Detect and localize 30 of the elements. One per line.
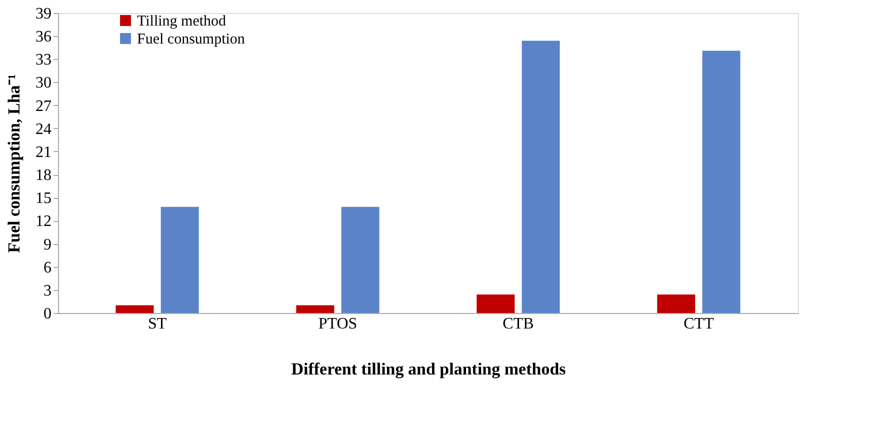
bar (476, 294, 515, 313)
y-tick-label: 0 (44, 306, 52, 322)
y-tick-label: 9 (44, 236, 52, 254)
y-tick-label: 18 (36, 167, 52, 184)
y-tick-label: 36 (36, 28, 52, 46)
y-tick-label: 39 (36, 6, 52, 22)
y-tick-label: 3 (44, 282, 52, 300)
x-tick-label: CTB (502, 316, 534, 332)
y-tick-label: 24 (36, 120, 52, 138)
y-tick-label: 21 (36, 144, 52, 161)
bar (702, 50, 740, 313)
y-tick-label: 15 (36, 190, 52, 208)
bar (522, 40, 560, 313)
y-axis-title: Fuel consumption, Lha⁻¹ (4, 74, 24, 253)
bar (116, 305, 154, 313)
y-tick-label: 33 (36, 52, 52, 69)
y-tick-label: 12 (36, 213, 52, 230)
bar (657, 294, 696, 313)
legend-label: Tilling method (137, 14, 227, 30)
bar (296, 305, 334, 313)
bar (160, 206, 199, 313)
legend-label: Fuel consumption (137, 32, 246, 48)
x-tick-label: ST (148, 316, 167, 332)
y-tick-label: 27 (36, 98, 52, 115)
x-axis-title: Different tilling and planting methods (291, 360, 566, 378)
y-tick-label: 6 (44, 259, 52, 276)
x-tick-label: CTT (684, 316, 714, 332)
bar (341, 206, 380, 313)
x-tick-label: PTOS (318, 316, 358, 332)
y-tick-label: 30 (36, 74, 52, 92)
